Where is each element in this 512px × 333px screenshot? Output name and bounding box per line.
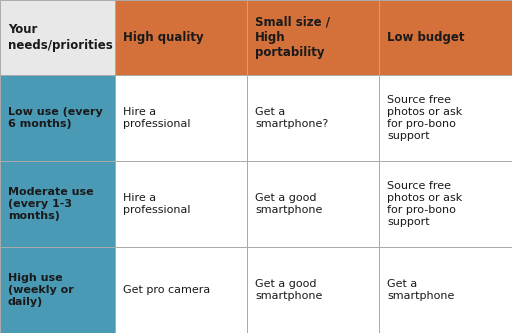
Bar [247,0,379,75]
Bar [115,0,247,75]
Bar [379,75,512,161]
Text: Source free
photos or ask
for pro-bono
support: Source free photos or ask for pro-bono s… [387,95,462,141]
Bar [0,75,115,161]
Bar [115,75,247,161]
Bar [115,161,247,247]
Text: Get a good
smartphone: Get a good smartphone [255,193,323,215]
Text: Moderate use
(every 1-3
months): Moderate use (every 1-3 months) [8,187,93,221]
Text: Get a good
smartphone: Get a good smartphone [255,279,323,301]
Text: High quality: High quality [123,31,203,44]
Text: High use
(weekly or
daily): High use (weekly or daily) [8,273,73,307]
Bar [379,161,512,247]
Text: Low budget: Low budget [387,31,464,44]
Text: Your
needs/priorities: Your needs/priorities [8,23,113,52]
Bar [247,75,379,161]
Bar [0,161,115,247]
Bar [379,247,512,333]
Text: Hire a
professional: Hire a professional [123,107,190,129]
Bar [247,247,379,333]
Bar [379,0,512,75]
Text: Low use (every
6 months): Low use (every 6 months) [8,107,102,129]
Text: Small size /
High
portability: Small size / High portability [255,15,330,60]
Text: Source free
photos or ask
for pro-bono
support: Source free photos or ask for pro-bono s… [387,181,462,227]
Text: Get a
smartphone?: Get a smartphone? [255,107,328,129]
Text: Get pro camera: Get pro camera [123,285,210,295]
Bar [247,161,379,247]
Bar [115,247,247,333]
Text: Get a
smartphone: Get a smartphone [387,279,455,301]
Bar [0,247,115,333]
Text: Hire a
professional: Hire a professional [123,193,190,215]
Bar [0,0,115,75]
